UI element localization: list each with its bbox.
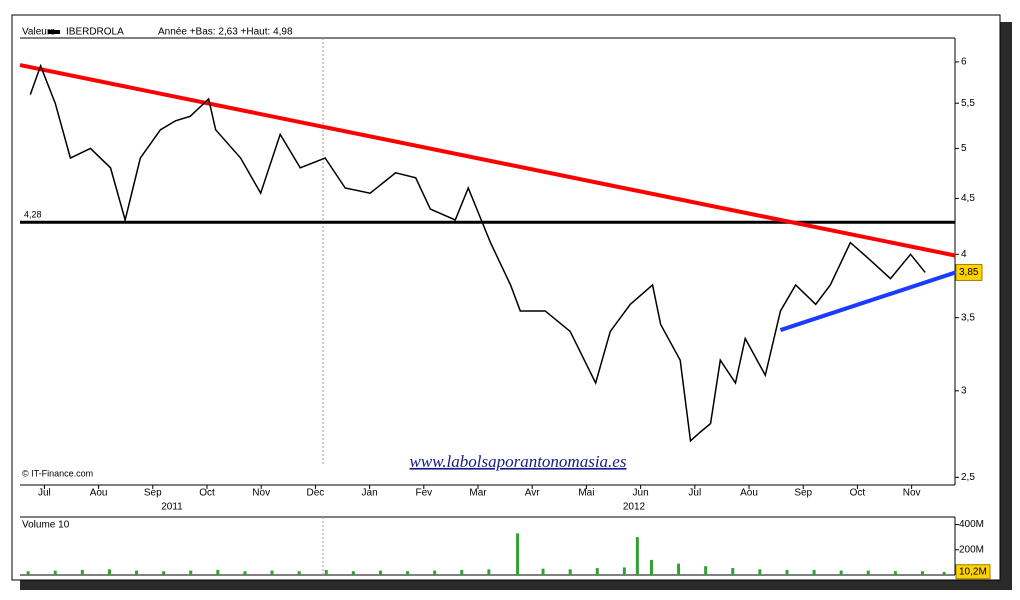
volume-bar: [270, 570, 274, 575]
volume-bar: [460, 569, 464, 575]
volume-bar: [243, 571, 247, 575]
x-tick-label: Jul: [38, 488, 51, 499]
price-line: [29, 63, 926, 443]
x-tick-label: Mar: [469, 488, 487, 499]
volume-bar: [893, 571, 897, 575]
volume-bar: [53, 570, 57, 575]
volume-bar: [162, 571, 166, 575]
x-tick-label: Sep: [144, 488, 162, 499]
volume-bar: [595, 568, 599, 575]
y-tick-label: 200M: [959, 544, 984, 555]
volume-bar: [433, 570, 437, 575]
y-tick-label: 400M: [959, 519, 984, 530]
source: © IT-Finance.com: [22, 468, 93, 478]
volume-bar: [942, 571, 946, 575]
volume-bar: [812, 569, 816, 575]
x-tick-label: Fev: [415, 488, 432, 499]
volume-bar: [839, 570, 843, 575]
volume-bar: [216, 569, 220, 575]
y-tick-label: 4: [961, 249, 967, 260]
x-tick-label: Sep: [794, 488, 812, 499]
trendline: [19, 63, 956, 258]
volume-bar: [635, 537, 639, 575]
y-tick-label: 2,5: [961, 472, 975, 483]
x-tick-label: Mai: [578, 488, 594, 499]
legend-swatch: [48, 30, 60, 34]
volume-bar: [135, 570, 139, 575]
volume-bar: [516, 533, 520, 575]
frame: [11, 14, 1001, 581]
x-tick-label: Nov: [252, 488, 270, 499]
volume-bar: [324, 569, 328, 575]
volume-bar: [677, 563, 681, 575]
volume-bar: [487, 569, 491, 575]
x-tick-label: Aou: [740, 488, 758, 499]
volume-bar: [297, 571, 301, 575]
last-value-tag: [955, 564, 991, 580]
x-tick-label: Nov: [903, 488, 921, 499]
y-tick-label: 5: [961, 143, 967, 154]
trendline: [779, 270, 957, 332]
last-value-tag: [955, 263, 983, 281]
y-tick-label: 3,5: [961, 312, 975, 323]
y-tick-label: 6: [961, 57, 967, 68]
volume-bar: [80, 569, 84, 575]
subtitle: Année +Bas: 2,63 +Haut: 4,98: [158, 27, 293, 38]
y-tick-label: 5,5: [961, 98, 975, 109]
volume-bar: [568, 569, 572, 575]
year-label: 2012: [623, 502, 646, 513]
volume-bar: [622, 567, 626, 575]
last-value-label: 10,2M: [959, 566, 987, 577]
x-tick-label: Jan: [362, 488, 378, 499]
year-label: 2011: [161, 502, 183, 513]
volume-bar: [920, 571, 924, 575]
volume-bar: [785, 569, 789, 575]
volume-bar: [378, 570, 382, 575]
last-value-label: 3,85: [959, 267, 979, 278]
legend-label: IBERDROLA: [66, 27, 124, 38]
volume-bar: [189, 570, 193, 575]
x-tick-label: Oct: [199, 488, 215, 499]
volume-bar: [649, 559, 653, 575]
reference-label: 4,28: [24, 210, 42, 220]
x-tick-label: Jul: [688, 488, 701, 499]
volume-bar: [866, 570, 870, 575]
volume-bar: [704, 566, 708, 575]
volume-bar: [731, 568, 735, 575]
volume-bar: [351, 571, 355, 575]
x-tick-label: Aou: [90, 488, 108, 499]
y-tick-label: 3: [961, 385, 967, 396]
volume-bar: [26, 571, 30, 575]
volume-title: Volume 10: [22, 520, 70, 531]
volume-bar: [541, 568, 545, 575]
x-tick-label: Jun: [633, 488, 649, 499]
watermark[interactable]: www.labolsaporantonomasia.es: [410, 452, 627, 471]
y-tick-label: 4,5: [961, 193, 975, 204]
volume-bar: [107, 569, 111, 575]
volume-bar: [406, 571, 410, 575]
x-tick-label: Avr: [525, 488, 540, 499]
x-tick-label: Dec: [307, 488, 325, 499]
volume-bar: [758, 569, 762, 575]
x-tick-label: Oct: [850, 488, 866, 499]
title: Valeurs: [22, 27, 55, 38]
